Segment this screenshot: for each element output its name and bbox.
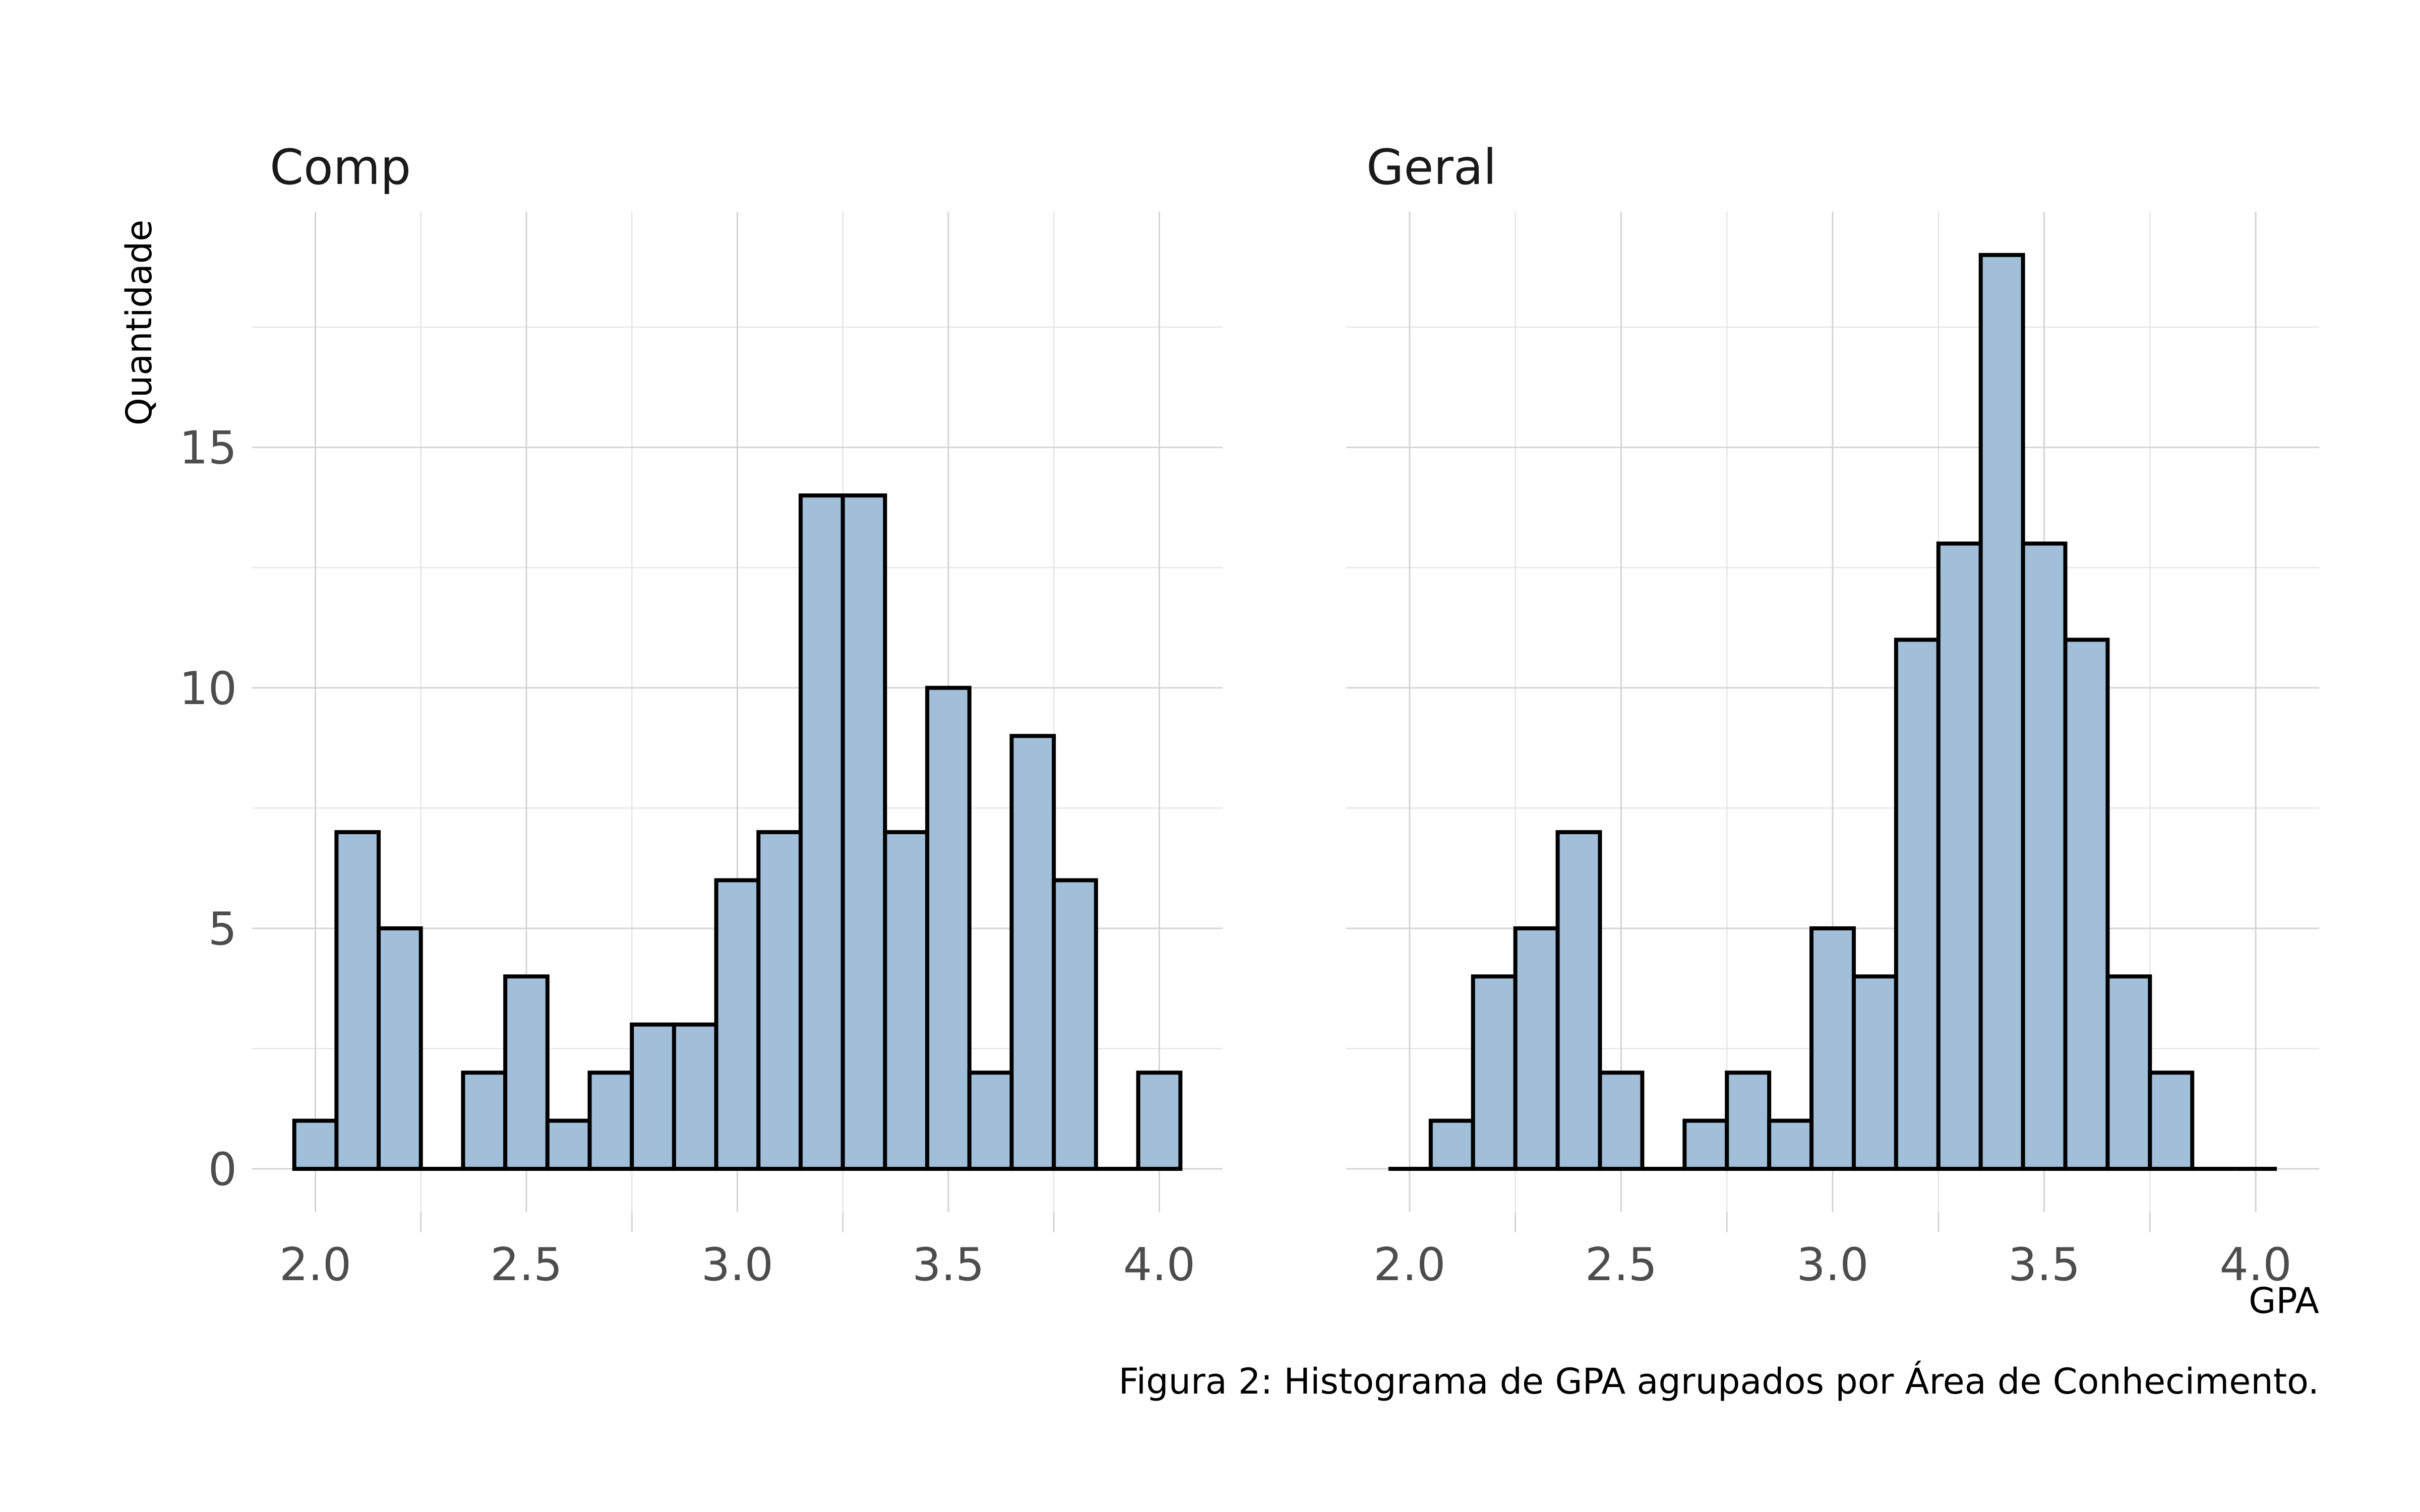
panel-comp: Comp 2.0 2.5 3.0 3.5 4.0 0 5 10 15 xyxy=(179,139,1223,1291)
x-tick-label: 3.0 xyxy=(1796,1238,1868,1291)
y-tick-label: 10 xyxy=(179,662,237,715)
histogram-bar xyxy=(1052,878,1098,1171)
histogram-bar xyxy=(1767,1118,1814,1171)
histogram-bar xyxy=(2021,541,2068,1171)
panel-title: Geral xyxy=(1366,139,1496,196)
x-tick-label: 2.0 xyxy=(1373,1238,1445,1291)
histogram-bar xyxy=(714,878,761,1171)
panel-title: Comp xyxy=(270,139,411,196)
x-tick-label: 3.5 xyxy=(912,1238,984,1291)
x-axis-title: GPA xyxy=(2249,1280,2319,1321)
x-tick-label: 2.0 xyxy=(279,1238,351,1291)
histogram-bar xyxy=(1725,1070,1772,1171)
histogram-bar xyxy=(1851,974,1898,1171)
histogram-bar xyxy=(1682,1118,1729,1171)
histogram-bar xyxy=(292,1118,339,1171)
histogram-bar xyxy=(1009,734,1056,1171)
histogram-bar xyxy=(840,493,887,1171)
histogram-bar xyxy=(2148,1070,2195,1171)
histogram-bar xyxy=(925,685,972,1171)
histogram-bar xyxy=(1978,253,2025,1171)
histogram-bar xyxy=(2105,974,2152,1171)
histogram-bar xyxy=(1513,926,1560,1171)
histogram-bar xyxy=(1555,830,1602,1171)
x-tick-label: 2.5 xyxy=(490,1238,562,1291)
histogram-bar xyxy=(1598,1070,1645,1171)
x-tick-label: 3.0 xyxy=(701,1238,773,1291)
histogram-bar xyxy=(334,830,381,1171)
histogram-bar xyxy=(545,1118,592,1171)
histogram-bar xyxy=(1936,541,1983,1171)
histogram-bar xyxy=(503,974,550,1171)
x-tick-label: 4.0 xyxy=(2220,1238,2292,1291)
histogram-bar xyxy=(1809,926,1856,1171)
y-axis-title: Quantidade xyxy=(118,220,160,425)
histogram-bar xyxy=(756,830,803,1171)
histogram-bar xyxy=(672,1022,718,1171)
histogram-bar xyxy=(630,1022,676,1171)
figure-caption: Figura 2: Histograma de GPA agrupados po… xyxy=(1119,1361,2319,1402)
y-tick-label: 0 xyxy=(208,1143,237,1196)
x-tick-label: 3.5 xyxy=(2008,1238,2080,1291)
histogram-bar xyxy=(461,1070,508,1171)
y-tick-label: 15 xyxy=(179,422,237,475)
histogram-bar xyxy=(967,1070,1014,1171)
histogram-bar xyxy=(883,830,930,1171)
histogram-bar xyxy=(1428,1118,1475,1171)
panel-geral: Geral 2.0 2.5 3.0 3.5 4.0 xyxy=(1346,139,2319,1291)
histogram-bar xyxy=(2063,638,2110,1171)
histogram-bar xyxy=(1471,974,1518,1171)
histogram-bar xyxy=(1894,638,1941,1171)
y-tick-label: 5 xyxy=(208,903,237,956)
x-tick-label: 4.0 xyxy=(1123,1238,1195,1291)
histogram-bar xyxy=(1136,1070,1183,1171)
histogram-bar xyxy=(377,926,423,1171)
x-tick-label: 2.5 xyxy=(1585,1238,1657,1291)
histogram-bar xyxy=(799,493,845,1171)
histogram-bar xyxy=(587,1070,634,1171)
